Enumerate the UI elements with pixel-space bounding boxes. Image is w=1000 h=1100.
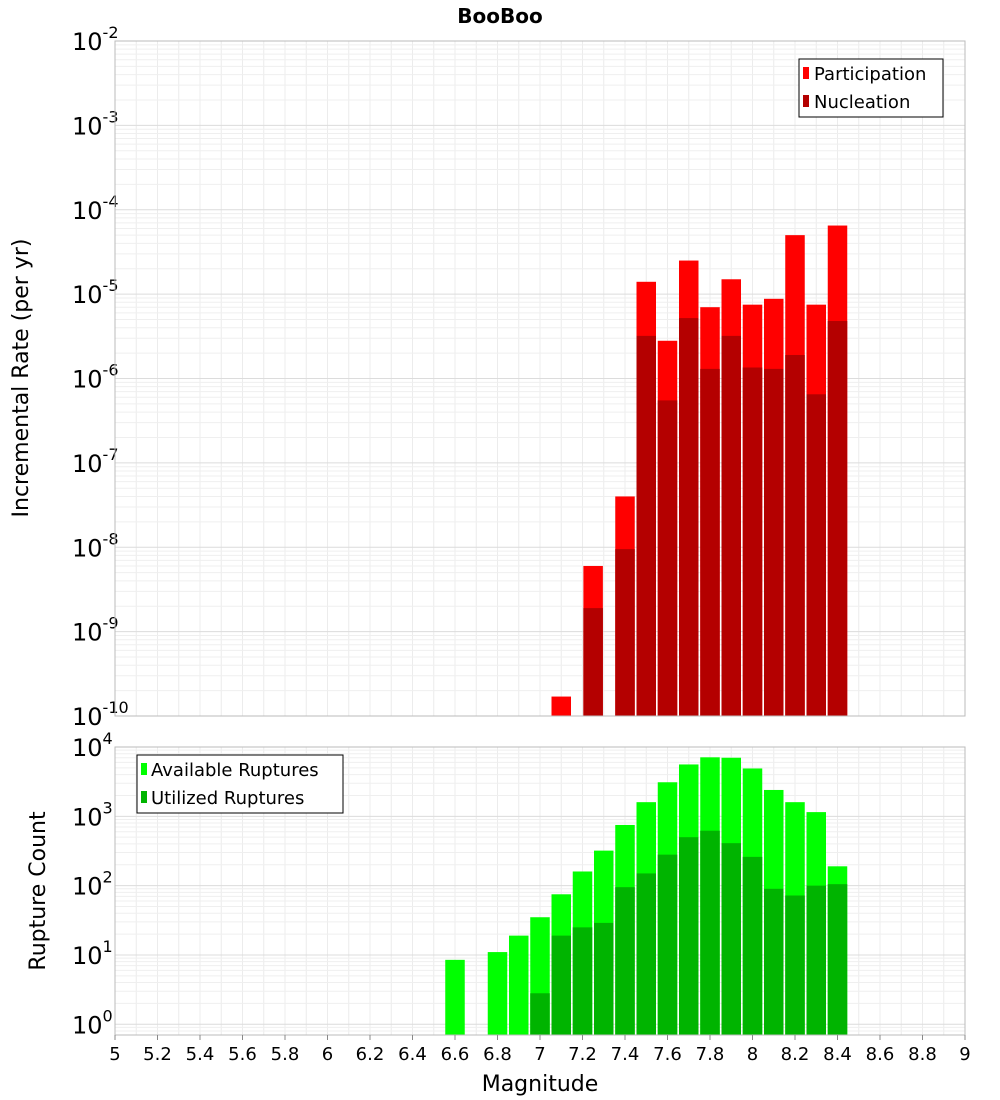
utilized-legend-label: Utilized Ruptures [151, 788, 304, 809]
x-tick-labels: 5 5.2 5.4 5.6 5.8 6 6.2 6.4 6.6 6.8 7 7.2 7.4 7.6 7.8 8… [109, 1035, 971, 1065]
x-axis-label: Magnitude [482, 1072, 599, 1097]
rupture-count-panel: 104 103 102 101 100 Rupture Count Available … [26, 729, 966, 1039]
bottom-bar-utilized-ruptures [764, 888, 784, 1035]
top-bar-participation [551, 696, 571, 716]
top-bar-nucleation [700, 368, 720, 716]
available-legend-swatch [141, 763, 147, 775]
x-tick-label: 5.4 [186, 1044, 215, 1065]
bottom-legend-box [136, 754, 344, 814]
x-tick-label: 6.8 [483, 1044, 512, 1065]
bottom-bar-utilized-ruptures [530, 993, 550, 1035]
x-tick-label: 5.8 [271, 1044, 300, 1065]
bottom-y-tick-labels: 104 103 102 101 100 [72, 729, 113, 1039]
bottom-bar-utilized-ruptures [594, 922, 614, 1035]
top-legend: Participation Nucleation [798, 58, 944, 118]
x-tick-label: 8 [747, 1044, 758, 1065]
top-bar-nucleation [742, 367, 763, 716]
bottom-bar-available-ruptures [509, 935, 529, 1035]
bottom-bar-available-ruptures [445, 959, 465, 1035]
top-bar-nucleation [583, 608, 603, 716]
top-bar-nucleation [679, 318, 699, 716]
bottom-bar-utilized-ruptures [700, 830, 720, 1035]
top-y-tick-label: 10-4 [72, 192, 119, 225]
top-bar-nucleation [636, 335, 656, 716]
top-y-tick-label: 10-2 [72, 23, 119, 56]
chart-title: BooBoo [457, 4, 542, 28]
x-tick-label: 5 [109, 1044, 120, 1065]
x-tick-label: 6 [322, 1044, 333, 1065]
top-bar-nucleation [721, 335, 741, 716]
top-bar-nucleation [806, 394, 826, 716]
top-y-tick-label: 10-7 [72, 445, 119, 478]
x-tick-label: 7.8 [696, 1044, 725, 1065]
x-tick-label: 7.6 [653, 1044, 682, 1065]
x-tick-label: 6.4 [398, 1044, 427, 1065]
nucleation-legend-swatch [803, 95, 809, 107]
x-tick-label: 5.6 [228, 1044, 257, 1065]
x-tick-label: 7.2 [568, 1044, 597, 1065]
bottom-bar-available-ruptures [487, 952, 508, 1035]
top-legend-box [798, 58, 944, 118]
top-y-axis-label: Incremental Rate (per yr) [9, 239, 34, 518]
bottom-y-tick-label: 103 [72, 798, 113, 831]
top-y-tick-label: 10-6 [72, 361, 119, 394]
top-y-tick-label: 10-10 [72, 698, 129, 731]
top-bar-nucleation [785, 354, 805, 716]
x-tick-label: 6.6 [441, 1044, 470, 1065]
available-legend-label: Available Ruptures [151, 760, 319, 781]
participation-legend-swatch [803, 67, 809, 79]
x-tick-label: 9 [959, 1044, 970, 1065]
x-tick-label: 6.2 [356, 1044, 385, 1065]
bottom-bar-utilized-ruptures [806, 885, 826, 1035]
top-bar-nucleation [615, 549, 635, 716]
bottom-bar-utilized-ruptures [785, 895, 805, 1035]
x-tick-label: 7 [534, 1044, 545, 1065]
top-bars [551, 225, 848, 716]
x-tick-label: 8.8 [908, 1044, 937, 1065]
bottom-bar-utilized-ruptures [742, 856, 763, 1035]
x-tick-label: 7.4 [611, 1044, 640, 1065]
bottom-bar-utilized-ruptures [615, 887, 635, 1035]
bottom-bar-utilized-ruptures [721, 843, 741, 1035]
bottom-y-tick-label: 100 [72, 1006, 113, 1039]
bottom-y-tick-label: 104 [72, 729, 113, 762]
top-y-tick-label: 10-9 [72, 614, 119, 647]
top-plot-border [114, 40, 966, 717]
bottom-bar-utilized-ruptures [636, 873, 656, 1035]
bottom-bar-utilized-ruptures [827, 884, 848, 1035]
top-bar-nucleation [827, 321, 848, 716]
x-tick-label: 5.2 [143, 1044, 172, 1065]
bottom-y-tick-label: 101 [72, 937, 113, 970]
top-y-tick-labels: 10-2 10-3 10-4 10-5 10-6 10-7 10-8 10-9 10-10 [72, 23, 129, 731]
x-tick-label: 8.4 [823, 1044, 852, 1065]
x-tick-label: 8.6 [866, 1044, 895, 1065]
participation-legend-label: Participation [814, 64, 926, 85]
top-y-tick-label: 10-5 [72, 276, 119, 309]
x-tick-label: 8.2 [781, 1044, 810, 1065]
top-bar-nucleation [764, 368, 784, 716]
nucleation-legend-label: Nucleation [814, 92, 910, 113]
bottom-bar-utilized-ruptures [657, 854, 678, 1035]
bottom-bar-utilized-ruptures [572, 927, 593, 1035]
top-bar-nucleation [657, 400, 678, 716]
top-y-tick-label: 10-3 [72, 107, 119, 140]
bottom-y-axis-label: Rupture Count [26, 811, 51, 971]
bottom-bar-utilized-ruptures [551, 935, 571, 1035]
bottom-bar-utilized-ruptures [679, 837, 699, 1035]
bottom-bars [445, 757, 848, 1035]
top-y-tick-label: 10-8 [72, 529, 119, 562]
incremental-rate-panel: 10-2 10-3 10-4 10-5 10-6 10-7 10-8 10-9 10-10 In… [9, 23, 966, 731]
utilized-legend-swatch [141, 791, 147, 803]
bottom-legend: Available Ruptures Utilized Ruptures [136, 754, 344, 814]
bottom-y-tick-label: 102 [72, 868, 113, 901]
